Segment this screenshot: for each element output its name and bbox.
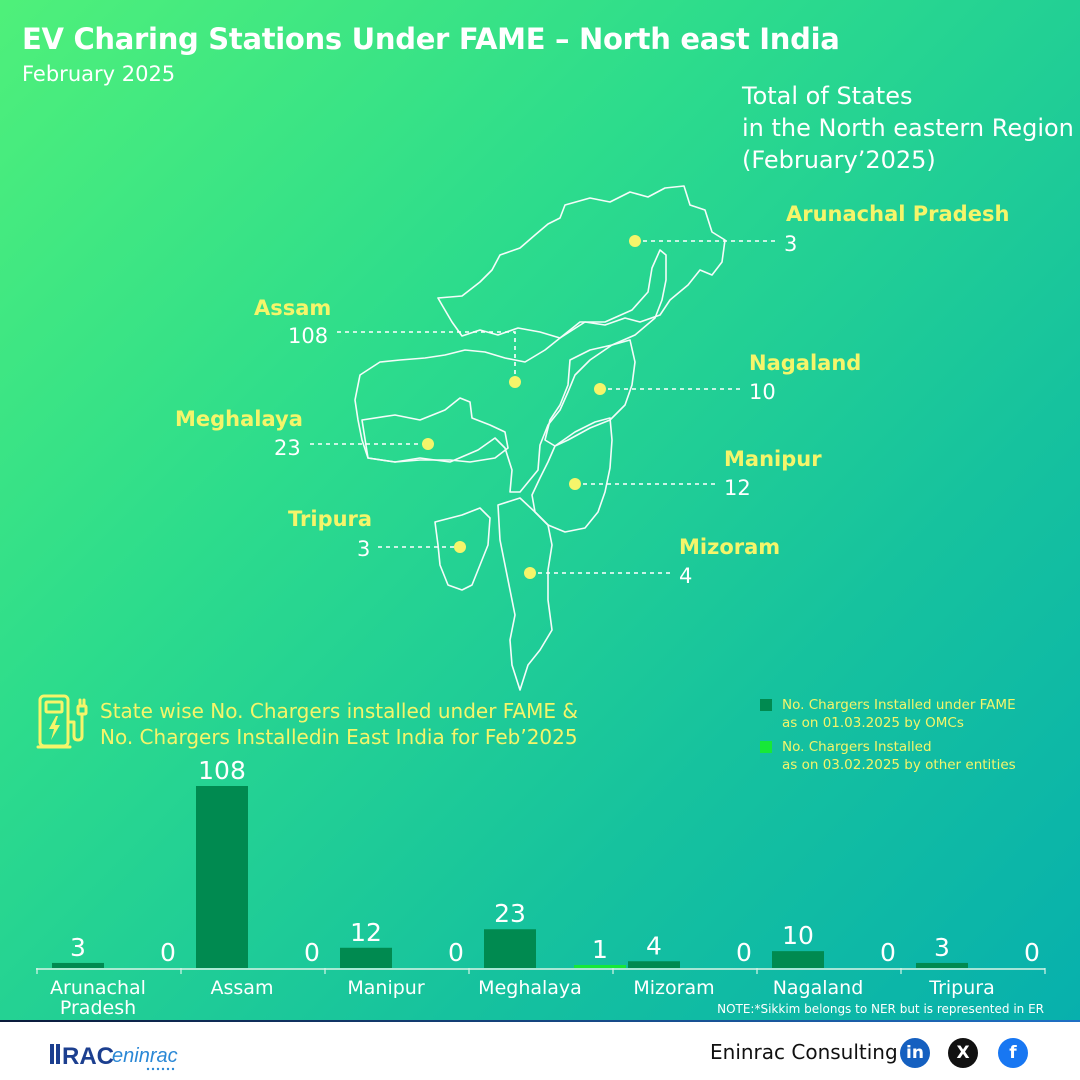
legend-item-other: No. Chargers Installed as on 03.02.2025 … [760, 738, 1016, 774]
dot-meghalaya [422, 438, 434, 450]
bar-value-label: 0 [880, 938, 896, 967]
legend-label: as on 01.03.2025 by OMCs [782, 715, 964, 731]
facebook-icon[interactable]: f [998, 1038, 1028, 1068]
state-value-meghalaya: 23 [274, 436, 301, 460]
state-name-nagaland: Nagaland [749, 351, 862, 375]
category-label: Manipur [347, 977, 424, 999]
state-name-assam: Assam [254, 296, 332, 320]
legend-swatch-fame [760, 699, 772, 711]
category-label: Tripura [928, 977, 994, 999]
brand-name: Eninrac Consulting [710, 1040, 898, 1064]
legend-label: No. Chargers Installed [782, 739, 932, 755]
northeast-india-map [0, 0, 1080, 1022]
category-label: Assam [211, 977, 274, 999]
category-label: Arunachal [50, 977, 146, 999]
map-title-line: Total of States [742, 82, 913, 110]
state-value-tripura: 3 [357, 537, 371, 561]
infographic-canvas: EV Charing Stations Under FAME – North e… [0, 0, 1080, 1022]
map-mizoram [497, 497, 553, 691]
bar-fame [484, 929, 536, 968]
state-value-assam: 108 [288, 324, 329, 348]
page-title: EV Charing Stations Under FAME – North e… [22, 22, 840, 56]
eninrac-logo: RAC eninrac [48, 1038, 188, 1076]
linkedin-icon[interactable]: in [900, 1038, 930, 1068]
map-title-line: (February’2025) [742, 146, 936, 174]
state-value-arunachal: 3 [784, 232, 798, 256]
bar-value-label: 3 [70, 933, 86, 962]
category-label: Mizoram [633, 977, 714, 999]
chart-section-title-line: State wise No. Chargers installed under … [100, 699, 578, 723]
dot-nagaland [594, 383, 606, 395]
chart-section-title-line: No. Chargers Installedin East India for … [100, 725, 578, 749]
bar-value-label: 12 [350, 918, 382, 947]
dot-manipur [569, 478, 581, 490]
dot-tripura [454, 541, 466, 553]
state-name-meghalaya: Meghalaya [175, 407, 303, 431]
dot-arunachal [629, 235, 641, 247]
map-title: Total of States in the North eastern Reg… [742, 80, 1074, 176]
state-value-manipur: 12 [724, 476, 751, 500]
bar-fame [52, 962, 104, 968]
footnote: NOTE:*Sikkim belongs to NER but is repre… [717, 1002, 1044, 1016]
bar-value-label: 4 [646, 931, 662, 960]
category-label: Nagaland [773, 977, 864, 999]
bar-value-label: 0 [736, 938, 752, 967]
bar-value-label: 3 [934, 933, 950, 962]
dot-mizoram [524, 567, 536, 579]
bar-value-label: 0 [1024, 938, 1040, 967]
legend-swatch-other [760, 741, 772, 753]
bar-value-label: 0 [304, 938, 320, 967]
bar-value-label: 0 [160, 938, 176, 967]
map-manipur [531, 417, 613, 533]
chart-legend: No. Chargers Installed under FAME as on … [760, 696, 1016, 780]
state-value-mizoram: 4 [679, 564, 693, 588]
legend-label: No. Chargers Installed under FAME [782, 697, 1016, 713]
map-meghalaya [361, 397, 509, 463]
bar-value-label: 0 [448, 938, 464, 967]
bar-fame [628, 961, 680, 968]
legend-label: as on 03.02.2025 by other entities [782, 757, 1016, 773]
bar-other [574, 965, 626, 968]
map-leaders [337, 235, 641, 579]
bar-value-label: 10 [782, 921, 814, 950]
map-nagaland [544, 339, 636, 447]
category-label: Meghalaya [478, 977, 582, 999]
page-subtitle: February 2025 [22, 62, 176, 86]
bar-fame [916, 962, 968, 968]
map-title-line: in the North eastern Region [742, 114, 1074, 142]
state-name-mizoram: Mizoram [679, 535, 781, 559]
state-name-arunachal: Arunachal Pradesh [786, 202, 1010, 226]
state-name-manipur: Manipur [724, 447, 822, 471]
category-label: Pradesh [60, 997, 136, 1019]
x-twitter-icon[interactable]: X [948, 1038, 978, 1068]
legend-item-fame: No. Chargers Installed under FAME as on … [760, 696, 1016, 732]
bar-value-label: 1 [592, 935, 608, 964]
map-tripura [434, 507, 491, 591]
bar-fame [772, 951, 824, 968]
bar-fame [196, 786, 248, 968]
ev-charger-icon [36, 694, 88, 749]
map-arunachal [437, 185, 726, 339]
leader-assam [337, 331, 516, 382]
dot-assam [509, 376, 521, 388]
state-value-nagaland: 10 [749, 380, 776, 404]
eninrac-logo-mark: RAC eninrac [50, 1043, 178, 1071]
chart-section-title: State wise No. Chargers installed under … [100, 698, 578, 750]
logo-rac-text: RAC [62, 1043, 114, 1070]
state-name-tripura: Tripura [288, 507, 373, 531]
bar-value-label: 108 [198, 756, 246, 785]
bar-fame [340, 947, 392, 968]
logo-eninrac-text: eninrac [112, 1045, 178, 1067]
bar-value-label: 23 [494, 899, 526, 928]
